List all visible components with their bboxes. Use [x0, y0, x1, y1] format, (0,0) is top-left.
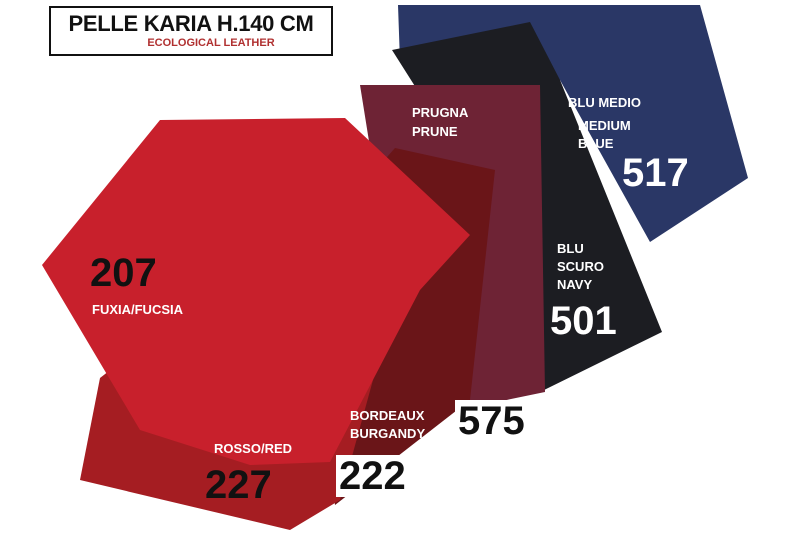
code-517: 517 — [622, 151, 689, 195]
title-box: PELLE KARIA H.140 CM ECOLOGICAL LEATHER — [49, 6, 333, 56]
label-207: FUXIA/FUCSIA — [92, 302, 183, 317]
code-501: 501 — [550, 299, 617, 343]
label-501-en: NAVY — [557, 277, 593, 292]
label-501-it: BLU — [557, 241, 584, 256]
code-575: 575 — [455, 400, 528, 442]
product-title: PELLE KARIA H.140 CM — [68, 11, 314, 36]
label-222-en: BURGANDY — [350, 426, 426, 441]
label-517-en2: BLUE — [578, 136, 614, 151]
label-227: ROSSO/RED — [214, 441, 293, 456]
label-501-it2: SCURO — [557, 259, 604, 274]
code-227: 227 — [205, 463, 272, 507]
label-222-it: BORDEAUX — [350, 408, 425, 423]
product-subtitle: ECOLOGICAL LEATHER — [147, 37, 275, 49]
code-222: 222 — [336, 455, 409, 497]
label-517-it: BLU MEDIO — [568, 95, 641, 110]
label-575-en: PRUNE — [412, 124, 458, 139]
code-207: 207 — [90, 251, 157, 295]
label-517-en1: MEDIUM — [578, 118, 631, 133]
label-575-it: PRUGNA — [412, 105, 469, 120]
swatch-207 — [42, 118, 470, 465]
